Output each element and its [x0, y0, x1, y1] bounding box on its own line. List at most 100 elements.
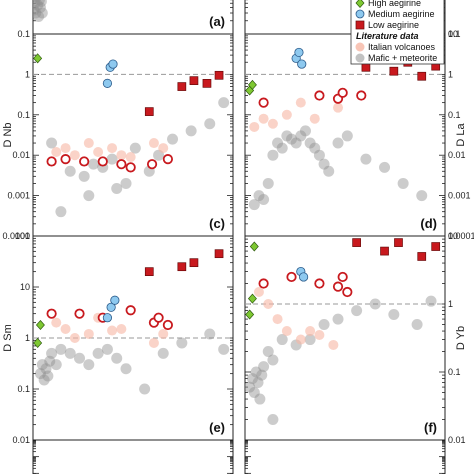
legend-marker-diamond — [355, 0, 365, 9]
data-point-italian — [60, 324, 71, 335]
data-point-italian — [328, 339, 339, 350]
data-point-mafic — [204, 118, 216, 130]
data-point-low-aegirine-open — [116, 159, 127, 170]
panel-plot-area — [33, 236, 233, 440]
data-point-mafic — [38, 374, 50, 386]
data-point-mafic — [379, 161, 391, 173]
data-point-italian — [148, 337, 159, 348]
data-point-medium-aegirine — [102, 78, 113, 88]
y-axis-label: D Sm — [2, 324, 14, 352]
data-point-high-aegirine — [245, 309, 255, 320]
y-tick-label: 0.1 — [448, 367, 461, 377]
data-point-low-aegirine — [177, 262, 187, 272]
data-point-italian — [83, 328, 94, 339]
data-point-low-aegirine-open — [342, 286, 353, 298]
data-point-mafic — [351, 305, 363, 317]
legend-item: Italian volcanoes — [355, 42, 436, 52]
data-point-mafic — [369, 298, 381, 310]
data-point-mafic — [83, 359, 95, 371]
data-point-mafic — [299, 125, 311, 137]
legend-item: High aegirine — [355, 0, 421, 9]
data-point-high-aegirine — [33, 337, 43, 348]
data-point-mafic — [272, 137, 284, 149]
data-point-mafic — [246, 373, 258, 385]
data-point-mafic — [267, 149, 279, 161]
data-point-mafic — [252, 377, 264, 389]
data-point-low-aegirine-open — [60, 154, 71, 165]
data-point-mafic — [78, 170, 90, 182]
data-point-mafic — [304, 334, 316, 346]
data-point-mafic — [111, 352, 123, 364]
y-tick-label: 0.1 — [17, 29, 30, 39]
data-point-medium-aegirine — [106, 302, 116, 312]
panel-label: (f) — [424, 420, 437, 435]
y-tick-label: 0.01 — [12, 435, 30, 445]
legend-label: Low aegirine — [368, 20, 419, 30]
data-point-medium-aegirine — [297, 59, 307, 69]
data-point-mafic — [262, 177, 274, 189]
data-point-low-aegirine-open — [146, 159, 158, 170]
data-point-low-aegirine-open — [46, 308, 57, 319]
data-point-mafic — [74, 352, 86, 364]
panel-frame — [32, 33, 234, 237]
data-point-mafic — [425, 295, 437, 307]
y-tick-label: 0.0001 — [2, 231, 30, 241]
data-point-italian — [267, 118, 278, 129]
panel-d: 10 1 0.1 0.01 0.001 0.0001 D La (d) — [244, 29, 474, 241]
data-point-italian — [116, 324, 127, 335]
data-point-high-aegirine — [249, 241, 259, 252]
data-point-mafic — [218, 343, 230, 355]
data-point-mafic — [64, 347, 76, 359]
data-point-mafic — [33, 10, 45, 22]
panel-plot-area — [245, 34, 445, 236]
data-point-mafic — [35, 0, 47, 7]
legend-item: Mafic + meteorite — [355, 53, 437, 63]
data-point-mafic — [323, 165, 335, 177]
data-point-italian — [51, 317, 62, 328]
data-point-low-aegirine-open — [125, 162, 136, 173]
data-point-mafic — [101, 343, 113, 355]
panel-plot-area — [245, 440, 445, 474]
panel-frame — [32, 0, 234, 35]
data-point-low-aegirine — [352, 238, 361, 247]
data-point-mafic — [44, 355, 56, 367]
data-point-mafic — [139, 383, 151, 395]
data-point-mafic — [313, 149, 325, 161]
data-point-mafic — [64, 165, 76, 177]
data-point-italian — [148, 138, 159, 149]
legend-item: Low aegirine — [355, 20, 419, 30]
data-point-high-aegirine — [247, 293, 257, 304]
y-tick-label: 0.1 — [17, 110, 30, 120]
data-point-low-aegirine — [144, 107, 154, 116]
data-point-mafic — [55, 343, 67, 355]
data-point-mafic — [204, 328, 216, 340]
data-point-mafic — [295, 130, 307, 142]
y-tick-label: 1 — [25, 333, 30, 343]
data-point-italian — [253, 287, 264, 298]
data-point-italian — [51, 147, 62, 158]
data-point-italian — [69, 333, 80, 343]
panel-label: (d) — [420, 216, 437, 231]
data-point-italian — [272, 314, 283, 325]
data-point-mafic — [276, 142, 288, 154]
data-point-mafic — [33, 4, 40, 16]
data-point-mafic — [253, 190, 265, 202]
data-point-italian — [333, 102, 344, 113]
data-point-mafic — [120, 177, 132, 189]
data-point-low-aegirine — [177, 82, 187, 91]
data-point-high-aegirine — [33, 53, 43, 64]
y-tick-label: 0.1 — [17, 384, 30, 394]
panel-label: (c) — [209, 216, 225, 231]
data-point-mafic — [46, 347, 58, 359]
data-point-mafic — [87, 158, 99, 170]
data-point-low-aegirine-open — [337, 87, 348, 98]
data-point-mafic — [332, 137, 344, 149]
panel-plot-area — [33, 34, 233, 236]
panel-h — [244, 439, 446, 474]
data-point-low-aegirine-open — [286, 271, 297, 283]
data-point-mafic — [36, 359, 48, 371]
data-point-low-aegirine — [417, 71, 427, 81]
data-point-italian — [107, 325, 118, 336]
data-point-mafic — [388, 309, 400, 321]
data-point-mafic — [129, 142, 141, 154]
